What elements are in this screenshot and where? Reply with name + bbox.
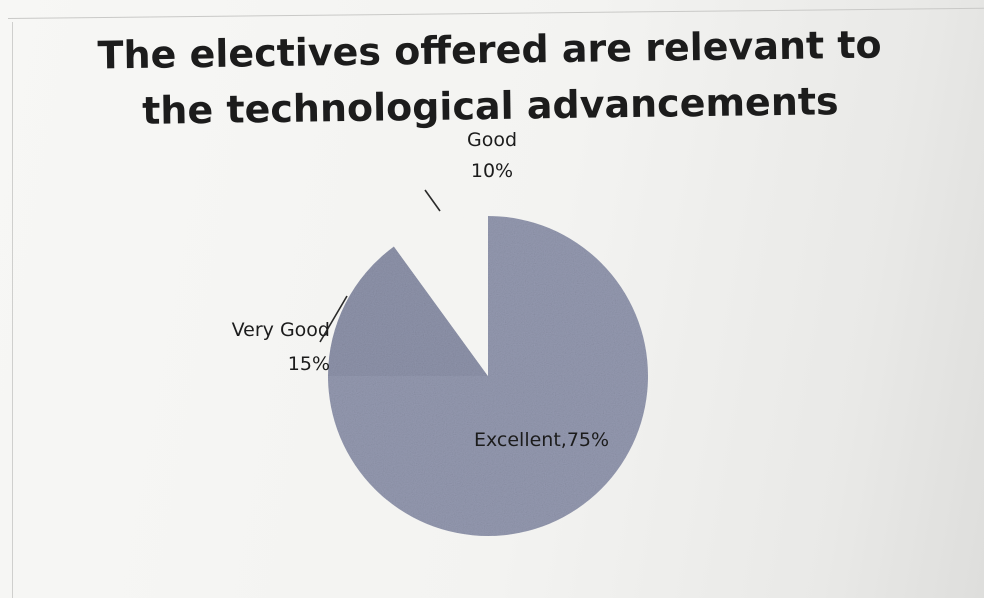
slice-label-very-good: Very Good 15%	[232, 319, 330, 375]
slice-label-line: Excellent,75%	[474, 429, 609, 451]
frame-left-line	[12, 22, 13, 598]
leader-line-good	[424, 189, 441, 212]
slice-label-line: Very Good	[232, 319, 330, 341]
pie-slices	[328, 216, 648, 536]
leader-lines	[319, 189, 441, 343]
pie-slice-very-good	[328, 246, 488, 376]
slice-labels: Excellent,75% Very Good 15% Good 10%	[232, 129, 609, 451]
slice-label-line: 15%	[288, 353, 330, 375]
slice-label-excellent: Excellent,75%	[474, 429, 609, 451]
slice-label-line: 10%	[471, 160, 513, 182]
pie-slice-good	[393, 216, 488, 376]
slice-label-good: Good 10%	[467, 129, 517, 182]
leader-line-very-good	[319, 295, 348, 343]
slice-label-line: Good	[467, 129, 517, 151]
